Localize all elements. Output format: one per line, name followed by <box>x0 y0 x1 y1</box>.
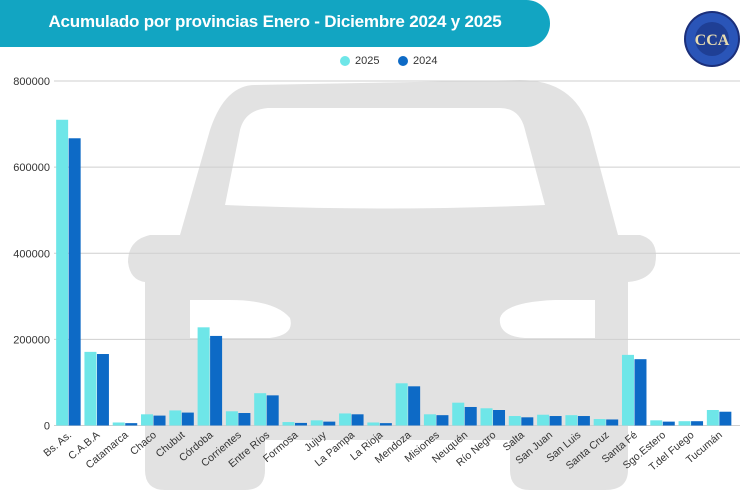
legend-label: 2025 <box>355 55 380 67</box>
legend-dot-icon <box>340 56 350 66</box>
bar-2025-Mendoza[interactable] <box>395 383 408 426</box>
bar-2024-Chubut[interactable] <box>181 412 194 426</box>
bar-2024-Córdoba[interactable] <box>210 335 223 426</box>
bar-2024-Entre Ríos[interactable] <box>266 395 279 426</box>
y-tick-label: 800000 <box>13 76 50 88</box>
car-watermark-icon <box>128 80 656 490</box>
bar-2024-Santa Fé[interactable] <box>634 359 647 426</box>
bar-2025-Río Negro[interactable] <box>480 408 493 426</box>
legend-2025[interactable]: 2025 <box>340 55 379 67</box>
bar-2024-T.del Fuego[interactable] <box>691 421 704 426</box>
svg-text:CCA: CCA <box>695 32 730 49</box>
bar-2025-Neuquén[interactable] <box>452 402 465 426</box>
bar-2025-Chaco[interactable] <box>141 414 154 426</box>
legend-label: 2024 <box>413 55 438 67</box>
bar-2025-Entre Ríos[interactable] <box>254 393 267 426</box>
legend-dot-icon <box>398 56 408 66</box>
bar-2025-San Juan[interactable] <box>537 414 550 426</box>
bar-2025-Córdoba[interactable] <box>197 327 210 426</box>
bar-2025-Santa Cruz[interactable] <box>593 419 606 426</box>
bar-2024-Tucumán[interactable] <box>719 411 732 426</box>
bar-2025-T.del Fuego[interactable] <box>678 421 691 426</box>
bar-2024-Misiones[interactable] <box>436 415 449 426</box>
y-tick-label: 600000 <box>13 162 50 174</box>
bar-2024-C.A.B.A[interactable] <box>96 354 109 426</box>
bar-2025-Bs. As.[interactable] <box>56 119 69 426</box>
bar-2025-Misiones[interactable] <box>423 414 436 426</box>
bar-2024-Mendoza[interactable] <box>408 386 421 426</box>
bar-2024-Corrientes[interactable] <box>238 413 251 426</box>
y-tick-label: 0 <box>44 421 50 433</box>
legend-2024[interactable]: 2024 <box>398 55 437 67</box>
bar-2025-Salta[interactable] <box>508 416 521 426</box>
bar-2024-San Luis[interactable] <box>577 416 590 426</box>
bar-2024-Neuquén[interactable] <box>464 406 477 426</box>
bar-2025-Corrientes[interactable] <box>225 411 238 426</box>
bar-2025-C.A.B.A[interactable] <box>84 351 97 426</box>
bar-2025-La Pampa[interactable] <box>339 413 352 426</box>
bar-2025-Santa Fé[interactable] <box>621 354 634 426</box>
bar-2025-Chubut[interactable] <box>169 410 182 426</box>
bar-2024-Jujuy[interactable] <box>323 421 336 426</box>
cca-logo: CCA <box>684 11 740 67</box>
bar-2024-Catamarca[interactable] <box>125 423 138 426</box>
bar-2024-La Rioja[interactable] <box>379 423 392 426</box>
bar-2025-Sgo.Estero[interactable] <box>650 420 663 426</box>
bar-2024-Río Negro[interactable] <box>493 409 506 426</box>
bar-2025-La Rioja[interactable] <box>367 422 380 426</box>
bar-2025-Catamarca[interactable] <box>112 422 125 426</box>
bar-2024-Santa Cruz[interactable] <box>606 419 619 426</box>
bar-2024-La Pampa[interactable] <box>351 414 364 426</box>
chart-title: Acumulado por provincias Enero - Diciemb… <box>48 12 502 31</box>
bar-2024-Formosa[interactable] <box>294 422 307 426</box>
bar-2025-Formosa[interactable] <box>282 422 295 426</box>
bar-2025-Tucumán[interactable] <box>706 409 719 426</box>
bar-2024-San Juan[interactable] <box>549 416 562 426</box>
y-tick-label: 200000 <box>13 334 50 346</box>
bar-2024-Bs. As.[interactable] <box>68 138 81 426</box>
bar-2025-Jujuy[interactable] <box>310 420 323 426</box>
bar-2024-Sgo.Estero[interactable] <box>662 421 675 426</box>
bar-2024-Chaco[interactable] <box>153 415 166 426</box>
y-tick-label: 400000 <box>13 248 50 260</box>
bar-2024-Salta[interactable] <box>521 417 534 426</box>
bar-2025-San Luis[interactable] <box>565 415 578 426</box>
title-banner: Acumulado por provincias Enero - Diciemb… <box>0 0 550 47</box>
